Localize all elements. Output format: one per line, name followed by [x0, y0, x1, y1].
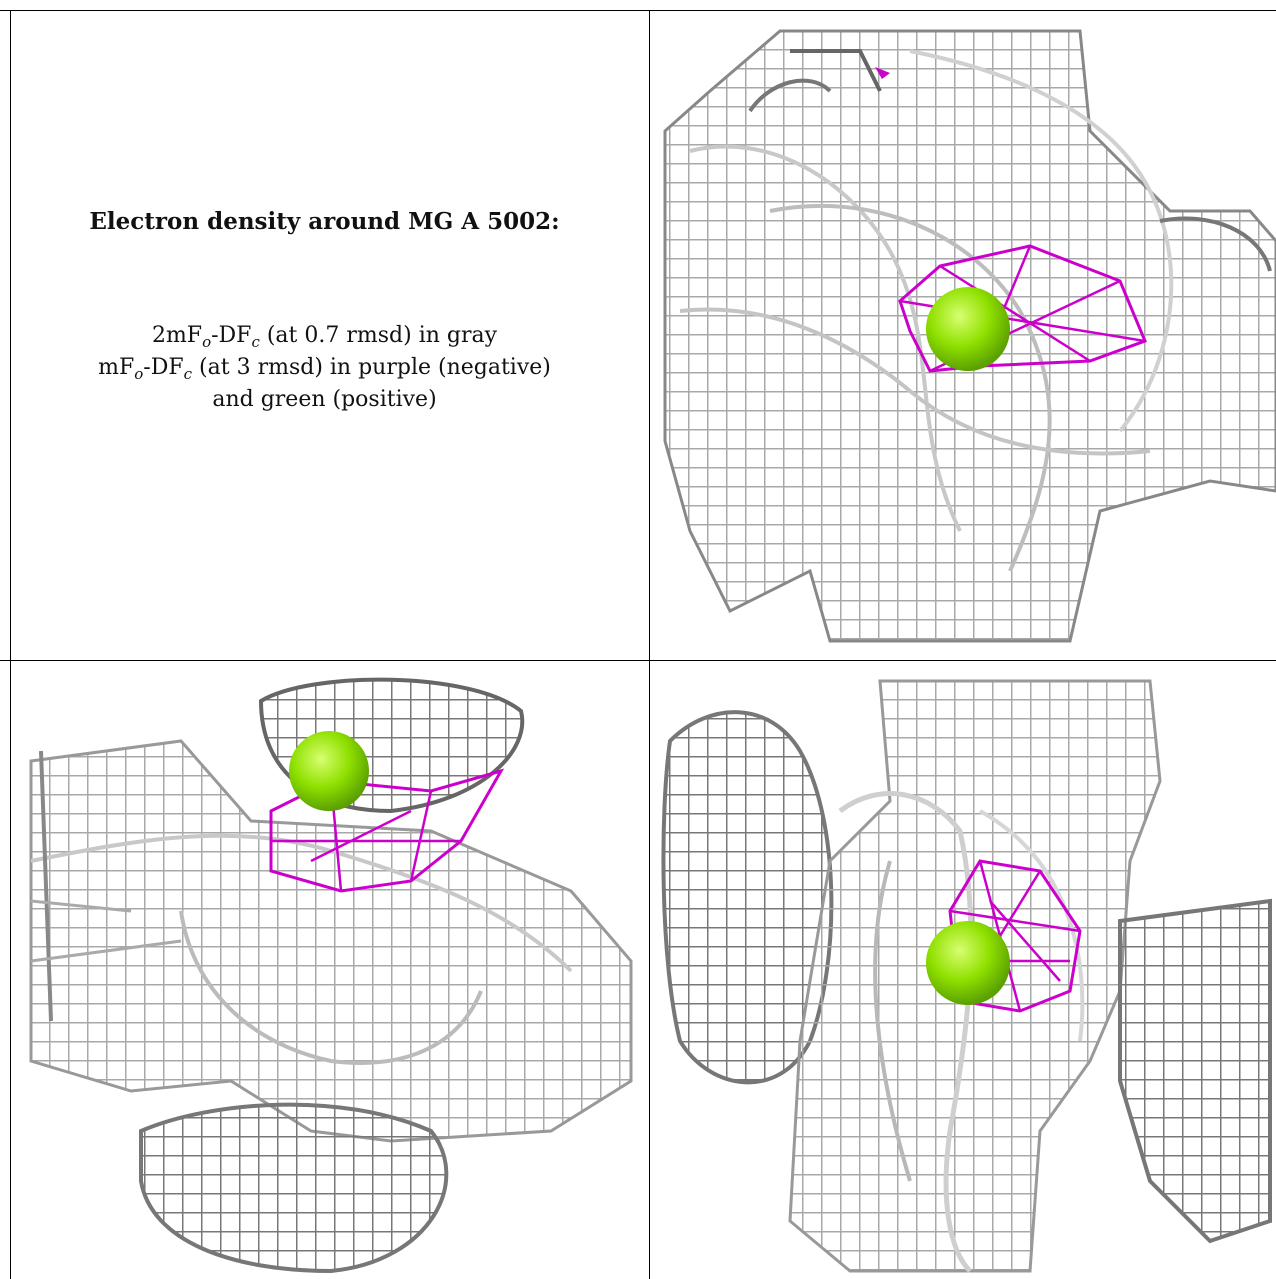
frame-middle — [649, 10, 650, 1279]
frame-left — [10, 10, 11, 1279]
frame-top — [0, 10, 1276, 11]
mesh-view-3 — [661, 679, 1272, 1273]
legend-line-positive: and green (positive) — [212, 387, 437, 412]
density-view-bottom-right — [650, 661, 1276, 1279]
caption-cell: Electron density around MG A 5002: 2mFo-… — [11, 11, 649, 660]
legend-line-difference: mFo-DFc (at 3 rmsd) in purple (negative) — [98, 355, 551, 383]
legend-line-gray: 2mFo-DFc (at 0.7 rmsd) in gray — [151, 323, 498, 351]
mesh-view-1 — [663, 29, 1276, 643]
mg-atom-sphere — [926, 287, 1010, 371]
legend-text: 2mFo-DFc (at 0.7 rmsd) in gray mFo-DFc (… — [11, 320, 649, 416]
frame-center-line — [0, 660, 1276, 661]
density-view-bottom-left — [11, 661, 649, 1279]
negative-mesh — [875, 67, 1147, 373]
mg-atom-sphere — [926, 921, 1010, 1005]
figure-title: Electron density around MG A 5002: — [89, 208, 560, 235]
mg-atom-sphere — [289, 731, 369, 811]
density-view-top-right — [650, 11, 1276, 660]
gray-mesh — [29, 677, 633, 1274]
mesh-view-2 — [29, 677, 633, 1274]
